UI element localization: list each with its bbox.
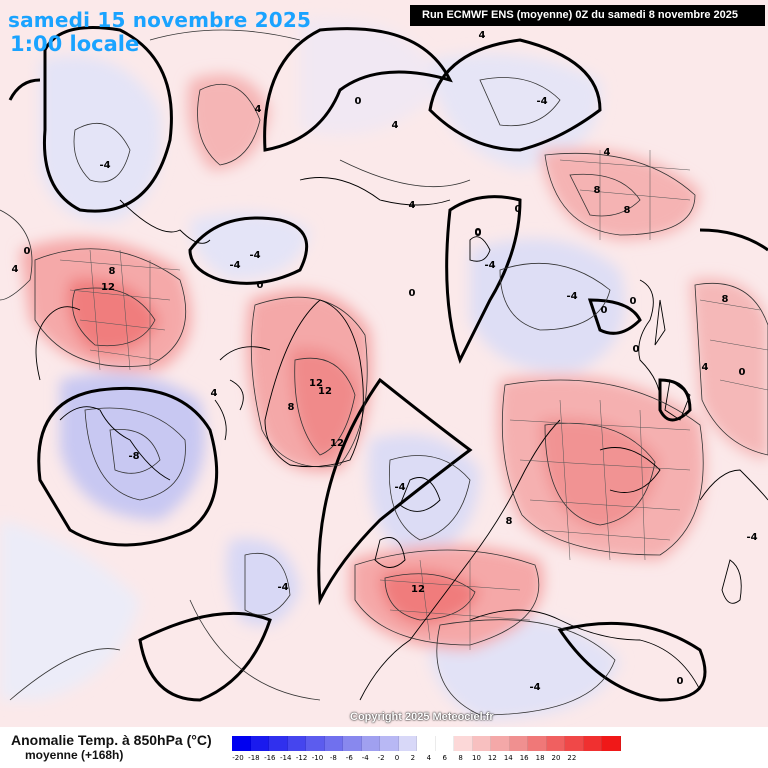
contour-label: 4 xyxy=(211,388,218,399)
contour-label: 4 xyxy=(255,104,262,115)
variable-subtitle: moyenne (+168h) xyxy=(25,748,124,762)
color-scale-tick: -2 xyxy=(377,754,385,762)
color-swatch xyxy=(324,736,343,751)
contour-label: -4 xyxy=(746,532,757,543)
color-swatch xyxy=(417,736,436,751)
contour-label: -4 xyxy=(394,482,405,493)
anomaly-fills xyxy=(0,18,768,720)
contour-label: 4 xyxy=(12,264,19,275)
contour-label: 0 xyxy=(355,96,362,107)
contour-label: 4 xyxy=(604,147,611,158)
contour-label: 12 xyxy=(318,386,332,397)
color-scale-tick: 16 xyxy=(519,754,529,762)
variable-name: Anomalie Temp. à 850hPa (°C) xyxy=(11,732,212,748)
contour-label: -4 xyxy=(566,291,577,302)
color-swatch xyxy=(454,736,473,751)
color-scale-tick: -4 xyxy=(361,754,369,762)
contour-label: 4 xyxy=(392,120,399,131)
color-scale-tick: -18 xyxy=(248,754,260,762)
color-scale-tick: 0 xyxy=(394,754,400,762)
forecast-time: 1:00 locale xyxy=(10,32,140,56)
color-scale-tick: 14 xyxy=(503,754,513,762)
isolines-minor xyxy=(0,29,768,716)
contour-label: 4 xyxy=(409,200,416,211)
color-scale-tick: -14 xyxy=(279,754,292,762)
contour-label: -8 xyxy=(128,451,139,462)
color-swatch xyxy=(287,736,306,751)
run-info: Run ECMWF ENS (moyenne) 0Z du samedi 8 n… xyxy=(410,5,765,26)
contour-label: -4 xyxy=(229,260,240,271)
color-swatch xyxy=(380,736,399,751)
forecast-date: samedi 15 novembre 2025 xyxy=(8,8,312,32)
color-swatch xyxy=(565,736,584,751)
color-swatch xyxy=(546,736,565,751)
color-scale-ticks: -20 -18 -16 -14 -12 -10 -8 -6 -4 -2 0 2 4 6 8 10 12 14 16 1… xyxy=(232,754,576,764)
contour-label: -4 xyxy=(529,682,540,693)
contour-label: 8 xyxy=(288,402,295,413)
color-scale-tick: 6 xyxy=(442,754,447,762)
contour-label: 8 xyxy=(506,516,513,527)
contour-label: 4 xyxy=(479,30,486,41)
color-swatch xyxy=(398,736,417,751)
contour-label: -4 xyxy=(249,250,260,261)
contour-label: 12 xyxy=(101,282,115,293)
color-scale-tick: -10 xyxy=(311,754,324,762)
color-swatch xyxy=(361,736,380,751)
contour-label: 12 xyxy=(411,584,425,595)
contour-label: 12 xyxy=(330,438,344,449)
isolines-major xyxy=(8,26,768,702)
contour-label: 12 xyxy=(309,378,323,389)
color-swatch xyxy=(435,736,454,751)
color-scale-tick: 4 xyxy=(426,754,432,762)
contour-label: -4 xyxy=(277,582,288,593)
color-scale-tick: 20 xyxy=(551,754,561,762)
color-scale-tick: -20 xyxy=(232,754,244,762)
color-scale-tick: -6 xyxy=(345,754,353,762)
color-scale-tick: -16 xyxy=(264,754,276,762)
contour-label: 8 xyxy=(109,266,116,277)
color-scale-tick: 10 xyxy=(472,754,481,762)
contour-label: 0 xyxy=(409,288,416,299)
color-swatch xyxy=(343,736,362,751)
contour-label: 8 xyxy=(594,185,601,196)
borders xyxy=(59,150,768,650)
color-scale-tick: 18 xyxy=(535,754,545,762)
contour-label: 0 xyxy=(515,204,522,215)
contour-label: 0 xyxy=(257,280,264,291)
color-scale xyxy=(232,736,621,751)
contour-label: -4 xyxy=(484,260,495,271)
color-scale-tick: 8 xyxy=(458,754,463,762)
color-scale-tick: 2 xyxy=(410,754,416,762)
color-scale-tick: 12 xyxy=(487,754,497,762)
color-swatch xyxy=(250,736,269,751)
contour-label: 0 xyxy=(677,676,684,687)
color-swatch xyxy=(232,736,251,751)
contour-label: 4 xyxy=(702,362,709,373)
color-swatch xyxy=(509,736,528,751)
contour-label: -4 xyxy=(99,160,110,171)
contour-label: 0 xyxy=(475,227,482,238)
contour-label: -4 xyxy=(536,96,547,107)
contour-label: 0 xyxy=(633,344,640,355)
contour-label: 8 xyxy=(624,205,631,216)
color-scale-tick: -8 xyxy=(329,754,337,762)
color-swatch xyxy=(269,736,288,751)
color-swatch xyxy=(528,736,547,751)
contour-label: 0 xyxy=(739,367,746,378)
contour-label: 0 xyxy=(601,305,608,316)
color-swatch xyxy=(583,736,602,751)
color-swatch xyxy=(491,736,510,751)
color-swatch xyxy=(306,736,325,751)
color-scale-tick: -12 xyxy=(295,754,308,762)
copyright: Copyright 2025 Meteociel.fr xyxy=(350,711,494,723)
color-swatch xyxy=(472,736,491,751)
contour-label: 0 xyxy=(475,228,482,239)
contour-label: 0 xyxy=(630,296,637,307)
color-scale-tick: 22 xyxy=(567,754,577,762)
color-swatch xyxy=(602,736,621,751)
contour-label: 8 xyxy=(722,294,729,305)
contour-label: 0 xyxy=(24,246,31,257)
